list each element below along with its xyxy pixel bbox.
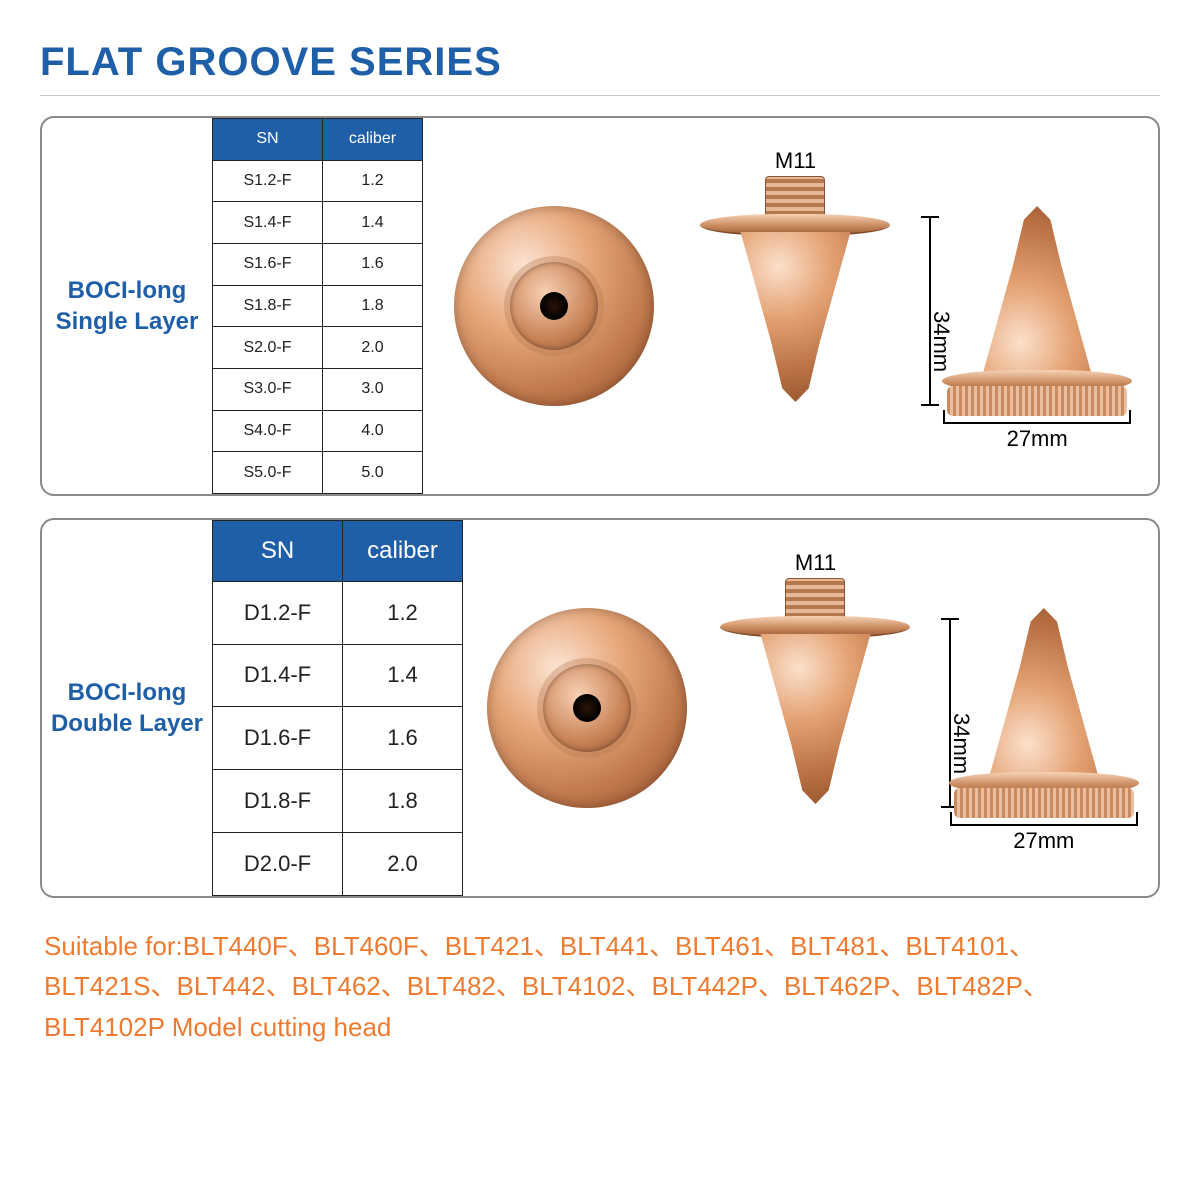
table-row: S5.0-F5.0 [213,452,423,494]
table-cell: S3.0-F [213,368,323,410]
table-row: D1.6-F1.6 [213,707,463,770]
panel-label-line1: BOCI-long [68,679,187,706]
table-cell: 1.8 [343,770,463,833]
table-cell: 2.0 [343,833,463,896]
table-row: D1.2-F1.2 [213,581,463,644]
table-cell: S1.8-F [213,285,323,327]
table-header: caliber [343,521,463,582]
product-images: M11 34mm 27mm [463,520,1158,896]
table-cell: S1.6-F [213,243,323,285]
table-header: SN [213,521,343,582]
panel-label: BOCI-long Double Layer [42,520,212,896]
table-cell: 1.4 [323,202,423,244]
table-cell: S5.0-F [213,452,323,494]
table-row: S1.8-F1.8 [213,285,423,327]
table-header: SN [213,119,323,161]
panel-label-line1: BOCI-long [68,277,187,304]
nozzle-side-view: M11 34mm [685,176,905,436]
table-cell: D1.2-F [213,581,343,644]
table-cell: 1.8 [323,285,423,327]
table-cell: S4.0-F [213,410,323,452]
table-row: D1.8-F1.8 [213,770,463,833]
table-cell: 1.2 [343,581,463,644]
table-cell: 1.2 [323,160,423,202]
table-cell: 1.6 [343,707,463,770]
panel-single-layer: BOCI-long Single Layer SNcaliberS1.2-F1.… [40,116,1160,496]
nozzle-side-view: M11 34mm [705,578,925,838]
product-images: M11 34mm 27mm [423,118,1158,494]
spec-table-single: SNcaliberS1.2-F1.2S1.4-F1.4S1.6-F1.6S1.8… [212,118,423,494]
table-cell: D1.4-F [213,644,343,707]
table-row: D1.4-F1.4 [213,644,463,707]
table-cell: 1.6 [323,243,423,285]
dimension-thread: M11 [795,550,836,576]
nozzle-inverted-view: 27mm [944,568,1144,848]
table-row: S1.6-F1.6 [213,243,423,285]
table-cell: 1.4 [343,644,463,707]
table-cell: 4.0 [323,410,423,452]
panel-label-line2: Single Layer [56,308,199,335]
panel-label: BOCI-long Single Layer [42,118,212,494]
table-cell: 3.0 [323,368,423,410]
table-row: S3.0-F3.0 [213,368,423,410]
table-row: D2.0-F2.0 [213,833,463,896]
suitable-for-text: Suitable for:BLT440F、BLT460F、BLT421、BLT4… [40,920,1160,1047]
table-cell: D2.0-F [213,833,343,896]
dimension-width: 27mm [937,426,1137,452]
table-row: S1.2-F1.2 [213,160,423,202]
table-cell: D1.6-F [213,707,343,770]
nozzle-top-view [454,206,654,406]
page-title: FLAT GROOVE SERIES [40,40,1160,96]
table-row: S4.0-F4.0 [213,410,423,452]
table-cell: D1.8-F [213,770,343,833]
table-row: S2.0-F2.0 [213,327,423,369]
table-cell: 2.0 [323,327,423,369]
spec-table-double: SNcaliberD1.2-F1.2D1.4-F1.4D1.6-F1.6D1.8… [212,520,463,896]
nozzle-inverted-view: 27mm [937,166,1137,446]
dimension-width: 27mm [944,828,1144,854]
panel-double-layer: BOCI-long Double Layer SNcaliberD1.2-F1.… [40,518,1160,898]
nozzle-top-view [487,608,687,808]
table-row: S1.4-F1.4 [213,202,423,244]
table-cell: 5.0 [323,452,423,494]
panel-label-line2: Double Layer [51,710,203,737]
table-cell: S2.0-F [213,327,323,369]
table-header: caliber [323,119,423,161]
table-cell: S1.4-F [213,202,323,244]
dimension-thread: M11 [775,148,816,174]
table-cell: S1.2-F [213,160,323,202]
